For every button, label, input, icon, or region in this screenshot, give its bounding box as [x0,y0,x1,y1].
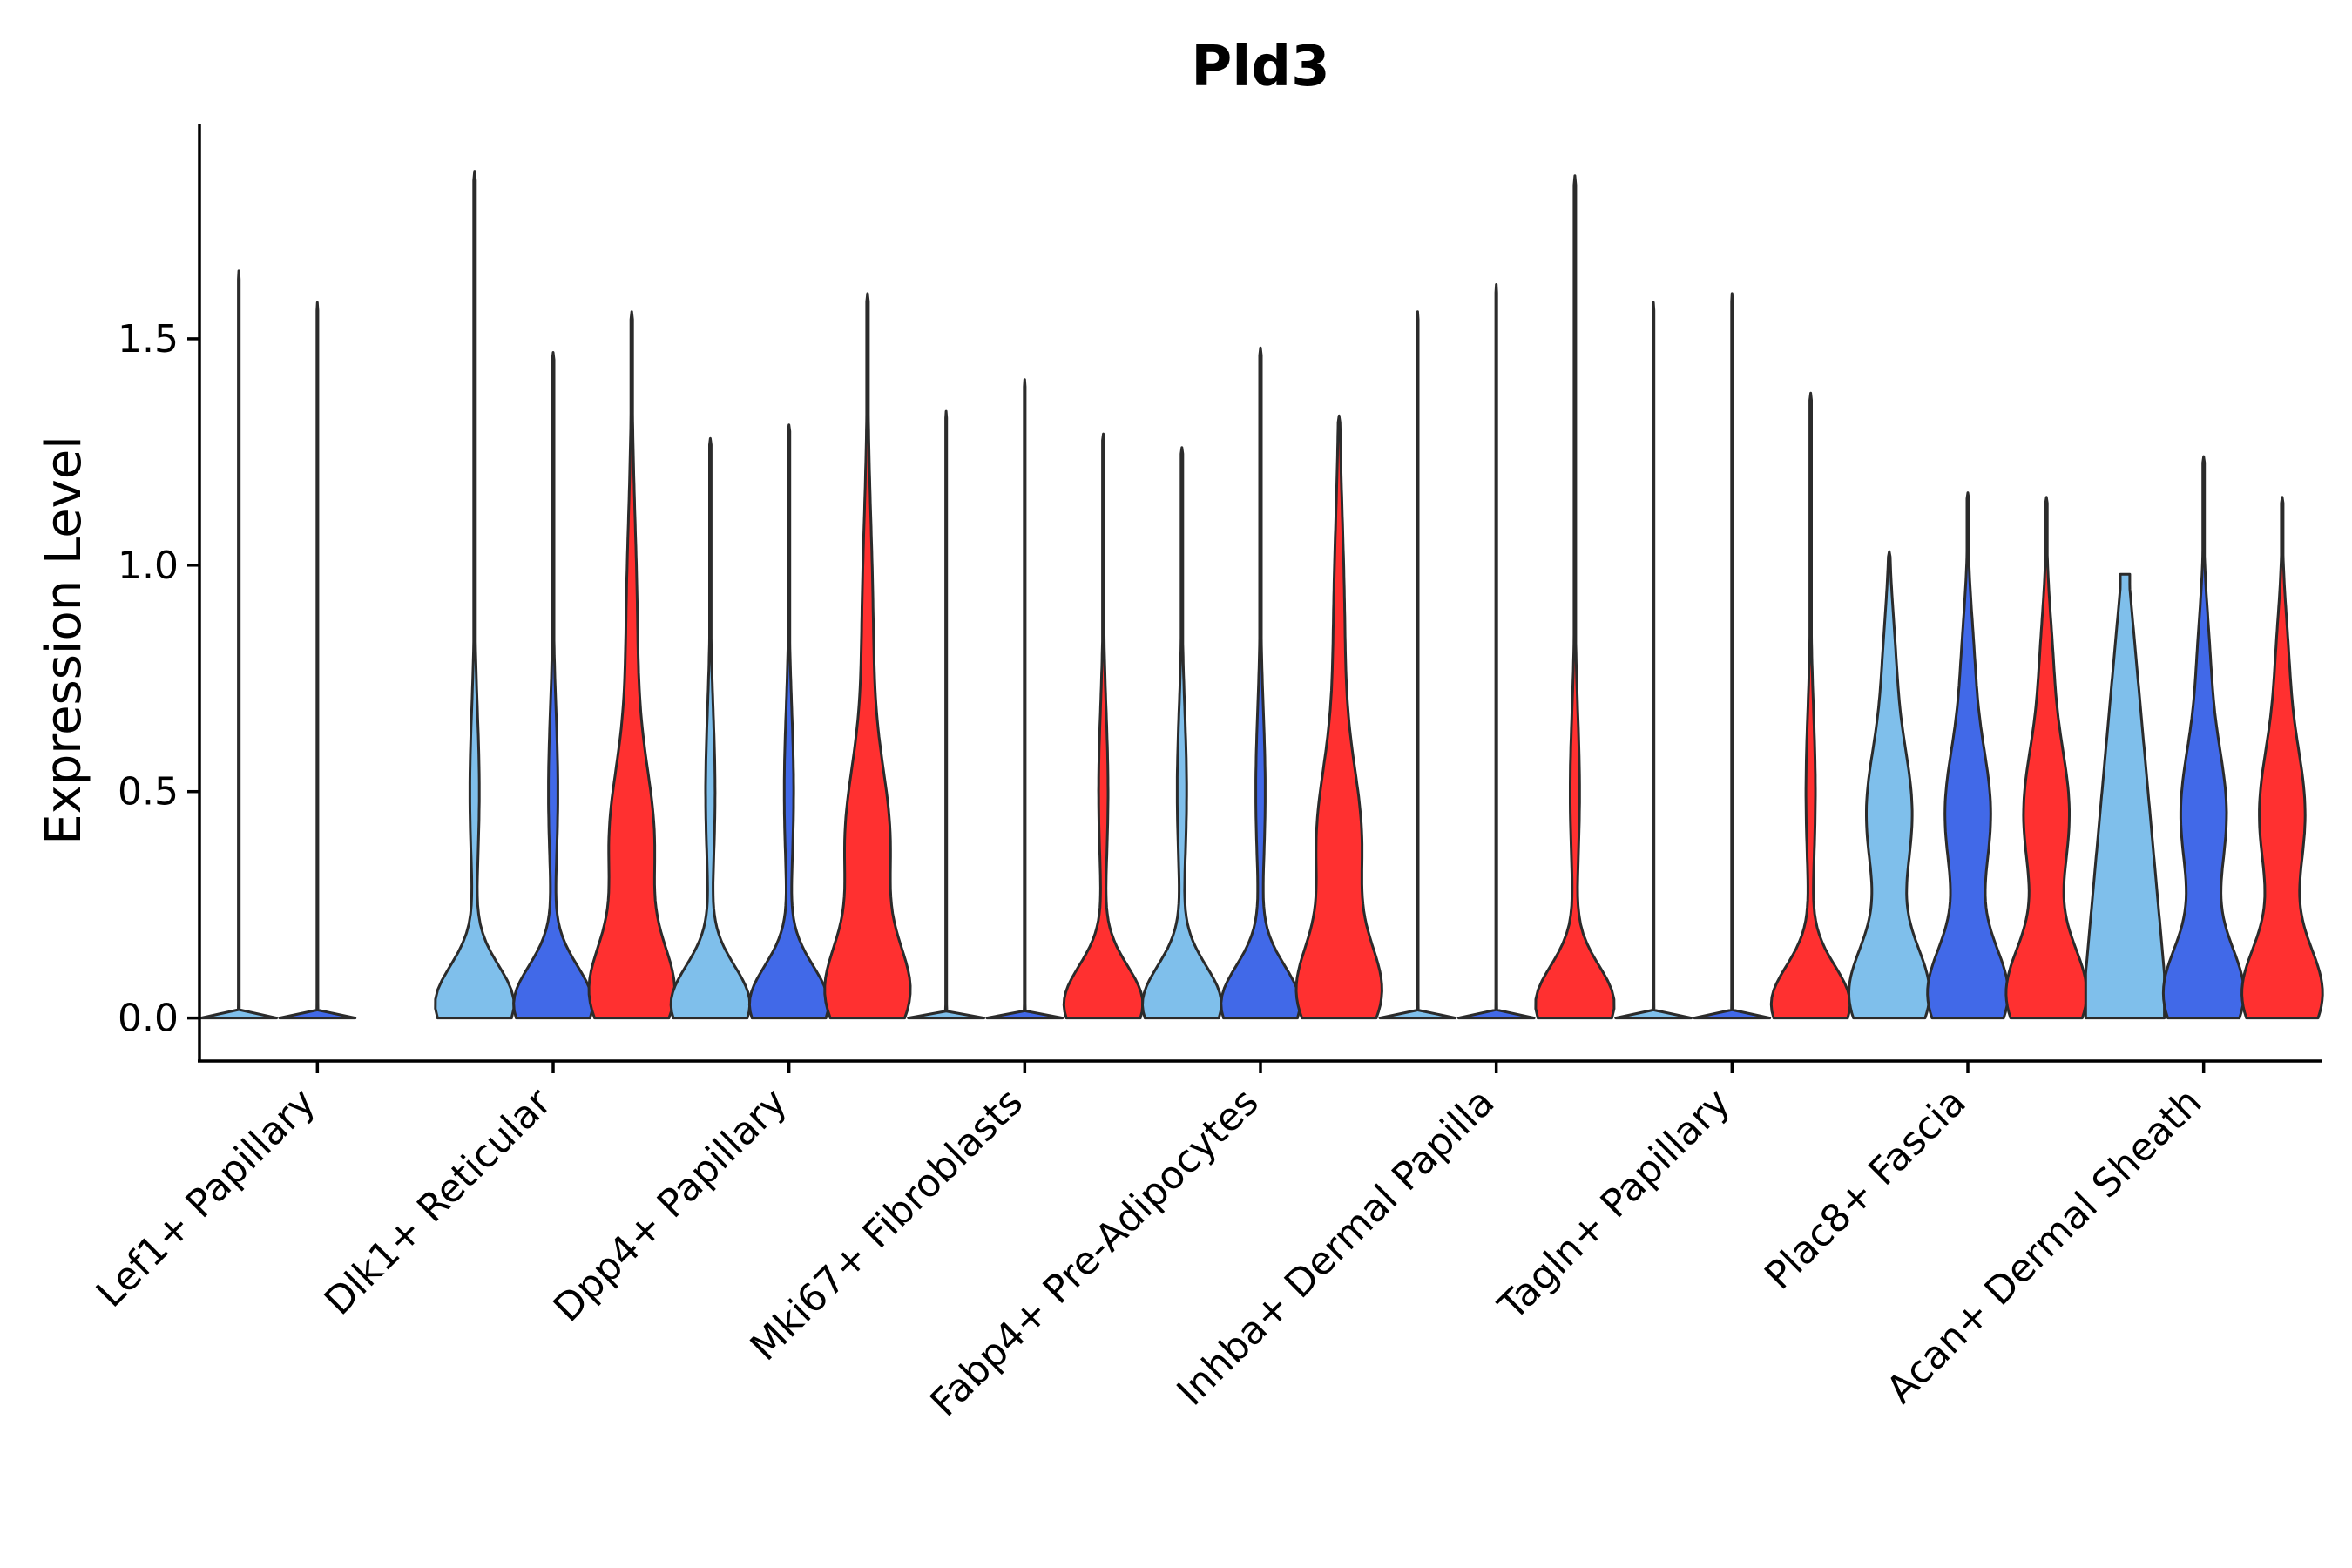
violin-mark [199,269,278,1020]
violin-mark [1614,301,1693,1020]
violin-mark [2084,572,2166,1020]
violin-mark [2161,455,2246,1020]
y-axis-ticks: 0.0 0.5 1.0 1.5 [118,317,199,1041]
violin-mark [1848,550,1931,1020]
violin-mark [1220,346,1301,1020]
violin-mark [1294,414,1383,1020]
violin-mark [747,423,830,1020]
y-tick-label: 1.5 [118,317,179,362]
violin-mark [2004,496,2088,1020]
violin-mark [1769,391,1852,1020]
y-axis-label: Expression Level [36,436,92,845]
violin-mark [1693,292,1772,1020]
y-tick-label: 0.5 [118,770,179,814]
violin-mark [1378,310,1457,1020]
violin-mark [669,436,752,1020]
violin-mark [587,310,676,1020]
violin-mark [434,170,516,1020]
violin-mark [1062,432,1145,1020]
violin-mark [907,409,985,1020]
violin-mark [278,301,357,1020]
violin-mark [1926,491,2010,1020]
violin-mark [512,351,594,1020]
y-tick-label: 1.0 [118,544,179,588]
violin-mark [1534,174,1616,1020]
violin-mark [2240,496,2324,1020]
violin-mark [1141,446,1223,1020]
violin-layer [199,170,2324,1020]
violin-mark [823,292,912,1020]
violin-mark [985,378,1064,1020]
chart-title: Pld3 [1191,35,1329,99]
violin-mark [1456,283,1536,1020]
y-tick-label: 0.0 [118,997,179,1041]
